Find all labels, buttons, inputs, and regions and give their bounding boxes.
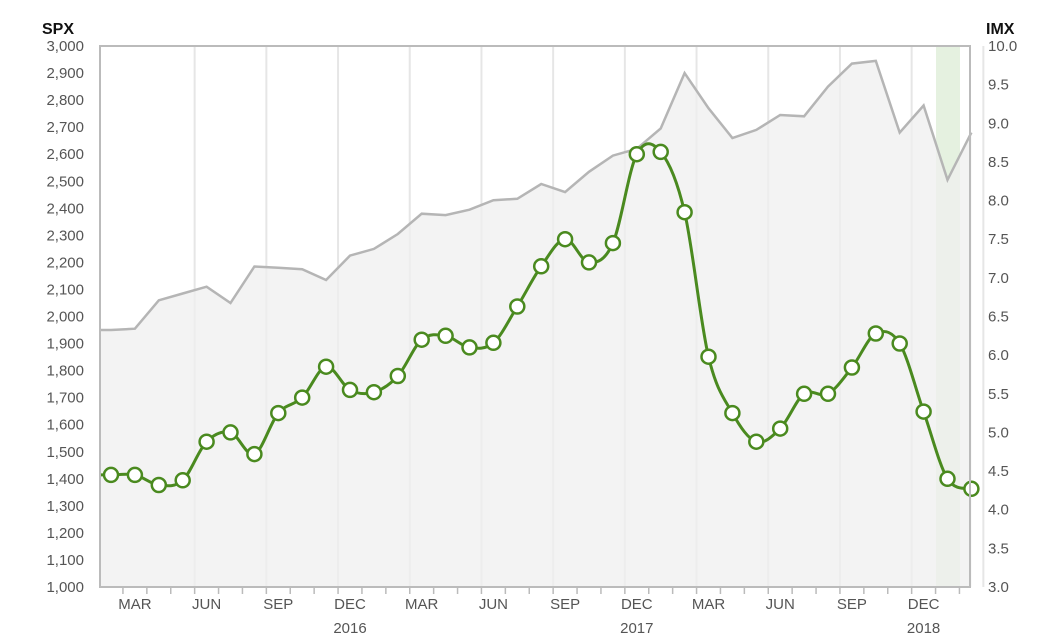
imx-point bbox=[700, 348, 717, 365]
imx-point bbox=[939, 470, 956, 488]
left-tick-label: 2,600 bbox=[46, 146, 84, 163]
imx-point bbox=[222, 424, 239, 441]
left-tick-label: 2,400 bbox=[46, 200, 84, 217]
month-label: SEP bbox=[263, 596, 293, 613]
imx-point bbox=[413, 331, 430, 348]
month-label: DEC bbox=[621, 596, 653, 613]
imx-point bbox=[819, 385, 837, 403]
imx-point bbox=[724, 404, 741, 422]
imx-point bbox=[867, 325, 885, 342]
right-tick-label: 7.5 bbox=[988, 231, 1009, 248]
imx-point bbox=[652, 143, 669, 161]
imx-point bbox=[126, 466, 144, 484]
right-tick-label: 4.5 bbox=[988, 463, 1009, 480]
left-tick-label: 2,100 bbox=[46, 281, 84, 298]
year-label: 2017 bbox=[620, 620, 653, 637]
plot-frame bbox=[99, 45, 971, 588]
imx-point bbox=[150, 476, 168, 494]
left-tick-label: 1,800 bbox=[46, 363, 84, 380]
left-tick-label: 1,500 bbox=[46, 444, 84, 461]
left-tick-label: 2,700 bbox=[46, 119, 84, 136]
imx-point bbox=[389, 367, 407, 385]
left-tick-label: 1,300 bbox=[46, 498, 84, 515]
right-tick-label: 5.5 bbox=[988, 386, 1009, 403]
month-label: JUN bbox=[192, 596, 221, 613]
imx-point bbox=[963, 480, 980, 498]
right-tick-label: 10.0 bbox=[988, 38, 1017, 55]
left-axis-ticks: 1,000 1,100 1,200 1,300 1,400 1,500 1,600 1,700… bbox=[46, 38, 84, 596]
imx-point bbox=[532, 258, 550, 275]
right-tick-label: 8.0 bbox=[988, 193, 1009, 210]
imx-point bbox=[174, 472, 191, 489]
right-tick-label: 7.0 bbox=[988, 270, 1009, 287]
imx-point bbox=[246, 445, 263, 463]
left-tick-label: 3,000 bbox=[46, 38, 84, 55]
imx-point bbox=[628, 145, 646, 163]
month-label: JUN bbox=[766, 596, 795, 613]
imx-point bbox=[915, 403, 932, 420]
imx-point bbox=[604, 234, 622, 252]
left-tick-label: 2,900 bbox=[46, 65, 84, 82]
month-label: DEC bbox=[334, 596, 366, 613]
imx-point bbox=[485, 334, 502, 352]
imx-point bbox=[509, 298, 526, 315]
month-label: DEC bbox=[908, 596, 940, 613]
imx-points bbox=[102, 143, 980, 498]
imx-point bbox=[317, 358, 335, 375]
year-label: 2016 bbox=[333, 620, 366, 637]
right-axis-ticks: 3.0 3.5 4.0 4.5 5.0 5.5 6.0 6.5 7.0 7.5 8.0 8.5 9.0 9… bbox=[988, 38, 1017, 596]
left-tick-label: 2,800 bbox=[46, 92, 84, 109]
imx-point bbox=[771, 420, 789, 437]
right-tick-label: 5.0 bbox=[988, 424, 1009, 441]
spx-line bbox=[101, 59, 973, 332]
left-tick-label: 1,600 bbox=[46, 417, 84, 434]
month-label: MAR bbox=[405, 596, 439, 613]
imx-point bbox=[365, 383, 383, 401]
imx-point bbox=[341, 381, 359, 399]
right-tick-label: 9.0 bbox=[988, 115, 1009, 132]
right-tick-label: 9.5 bbox=[988, 77, 1009, 94]
left-tick-label: 1,700 bbox=[46, 390, 84, 407]
imx-point bbox=[461, 339, 478, 356]
right-axis-title: IMX bbox=[986, 21, 1015, 38]
imx-point bbox=[437, 327, 454, 345]
imx-point bbox=[843, 359, 861, 376]
month-label: MAR bbox=[692, 596, 726, 613]
imx-point bbox=[270, 404, 287, 422]
right-tick-label: 3.5 bbox=[988, 540, 1009, 557]
left-tick-label: 1,900 bbox=[46, 336, 84, 353]
x-axis-ticks bbox=[122, 587, 961, 594]
right-tick-label: 3.0 bbox=[988, 579, 1009, 596]
left-tick-label: 1,400 bbox=[46, 471, 84, 488]
x-axis-labels: MAR JUN SEP DEC MAR JUN SEP DEC MAR JUN SEP DEC 2016… bbox=[118, 596, 940, 637]
imx-point bbox=[102, 466, 120, 484]
imx-point bbox=[293, 389, 311, 406]
imx-point bbox=[556, 230, 574, 248]
left-tick-label: 2,000 bbox=[46, 309, 84, 326]
left-tick-label: 1,000 bbox=[46, 579, 84, 596]
spx-area bbox=[101, 60, 972, 587]
imx-point bbox=[748, 433, 765, 450]
right-tick-label: 6.5 bbox=[988, 309, 1009, 326]
left-tick-label: 1,100 bbox=[46, 552, 84, 569]
imx-point bbox=[795, 385, 813, 403]
left-axis-title: SPX bbox=[42, 21, 74, 38]
month-label: MAR bbox=[118, 596, 152, 613]
imx-point bbox=[676, 203, 693, 221]
right-tick-label: 6.0 bbox=[988, 347, 1009, 364]
left-tick-label: 1,200 bbox=[46, 525, 84, 542]
month-label: SEP bbox=[837, 596, 867, 613]
right-tick-label: 4.0 bbox=[988, 502, 1009, 519]
left-tick-label: 2,500 bbox=[46, 173, 84, 190]
month-label: JUN bbox=[479, 596, 508, 613]
right-tick-label: 8.5 bbox=[988, 154, 1009, 171]
month-label: SEP bbox=[550, 596, 580, 613]
imx-point bbox=[198, 433, 215, 450]
year-label: 2018 bbox=[907, 620, 940, 637]
left-tick-label: 2,300 bbox=[46, 227, 84, 244]
imx-point bbox=[580, 254, 598, 271]
left-tick-label: 2,200 bbox=[46, 254, 84, 271]
imx-point bbox=[891, 335, 908, 352]
